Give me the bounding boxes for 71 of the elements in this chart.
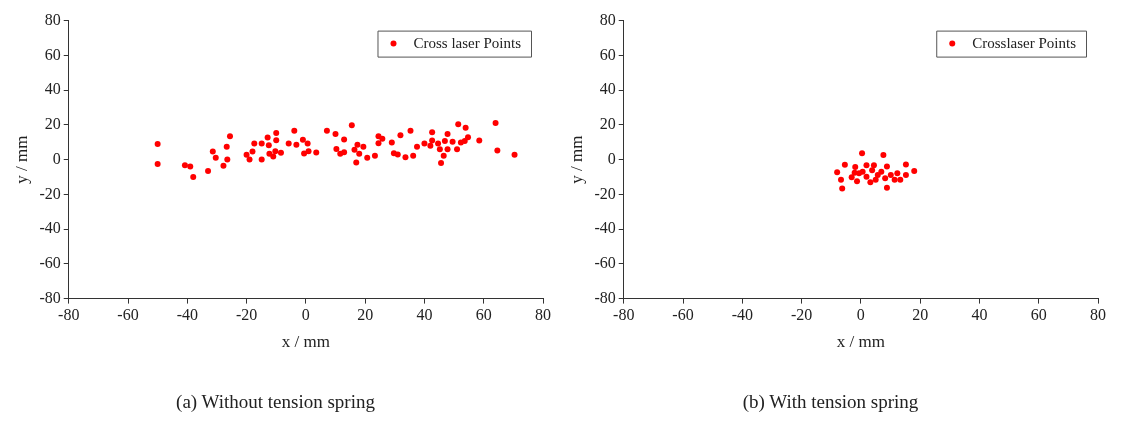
x-tick-label: 0 xyxy=(301,306,310,324)
y-axis-title: y / mm xyxy=(11,135,31,184)
y-tick-label: 20 xyxy=(599,115,616,133)
point xyxy=(838,176,844,183)
y-tick-label: -60 xyxy=(594,254,616,272)
point xyxy=(834,169,841,176)
point xyxy=(883,184,890,191)
point xyxy=(911,168,918,175)
point xyxy=(902,171,909,178)
point xyxy=(863,162,870,169)
y-tick-label: -40 xyxy=(594,219,616,237)
x-axis-title: x / mm xyxy=(281,332,330,352)
y-tick-label: 80 xyxy=(44,10,61,28)
legend-label: Crosslaser Points xyxy=(972,34,1077,51)
y-tick-label: -20 xyxy=(594,184,616,202)
text: (a) Without tension spring xyxy=(176,390,376,413)
x-tick-label: 20 xyxy=(357,306,374,324)
x-tick-label: -80 xyxy=(613,306,635,324)
x-tick-label: -60 xyxy=(672,306,694,324)
point xyxy=(883,163,890,170)
x-tick-label: 40 xyxy=(416,306,433,324)
x-axis-title: x / mm xyxy=(836,332,885,352)
x-tick-label: -80 xyxy=(58,306,80,324)
point xyxy=(880,152,887,159)
y-tick-label: 80 xyxy=(599,10,616,28)
point xyxy=(870,162,877,169)
y-tick-label: 60 xyxy=(44,45,61,63)
x-tick-label: 40 xyxy=(971,306,988,324)
x-tick-label: -60 xyxy=(117,306,139,324)
y-tick-label: 40 xyxy=(599,80,616,98)
x-tick-label: 60 xyxy=(1030,306,1047,324)
y-tick-label: 40 xyxy=(44,80,61,98)
y-tick-label: 0 xyxy=(607,149,616,167)
point xyxy=(882,175,889,182)
x-tick-label: 60 xyxy=(475,306,492,324)
point xyxy=(852,163,859,170)
y-tick-label: -80 xyxy=(39,288,61,306)
point xyxy=(839,185,846,192)
x-tick-label: 80 xyxy=(1090,306,1106,324)
legend-label: Cross laser Points xyxy=(413,34,522,51)
point xyxy=(863,173,870,180)
point xyxy=(887,171,894,178)
x-tick-label: -20 xyxy=(790,306,813,324)
point xyxy=(841,161,848,168)
y-tick-label: -40 xyxy=(39,219,61,237)
point xyxy=(891,176,898,183)
point xyxy=(848,174,855,181)
point xyxy=(872,176,879,183)
y-tick-label: -80 xyxy=(594,288,616,306)
point xyxy=(854,178,861,185)
text: (b) With tension spring xyxy=(742,390,919,413)
point xyxy=(869,167,876,174)
point xyxy=(874,171,881,178)
y-tick-label: 60 xyxy=(599,45,616,63)
x-tick-label: 80 xyxy=(535,306,551,324)
x-tick-label: -20 xyxy=(235,306,258,324)
x-tick-label: -40 xyxy=(731,306,753,324)
x-tick-label: 20 xyxy=(912,306,929,324)
y-tick-label: 0 xyxy=(52,149,61,167)
y-tick-label: -20 xyxy=(39,184,61,202)
point xyxy=(851,169,858,176)
point xyxy=(859,150,866,157)
point xyxy=(867,179,874,186)
point xyxy=(902,161,909,168)
y-tick-label: 20 xyxy=(44,115,61,133)
point xyxy=(897,176,904,183)
point xyxy=(894,170,901,177)
y-tick-label: -60 xyxy=(39,254,61,272)
y-axis-title: y / mm xyxy=(566,135,586,184)
x-tick-label: 0 xyxy=(856,306,865,324)
x-tick-label: -40 xyxy=(176,306,198,324)
